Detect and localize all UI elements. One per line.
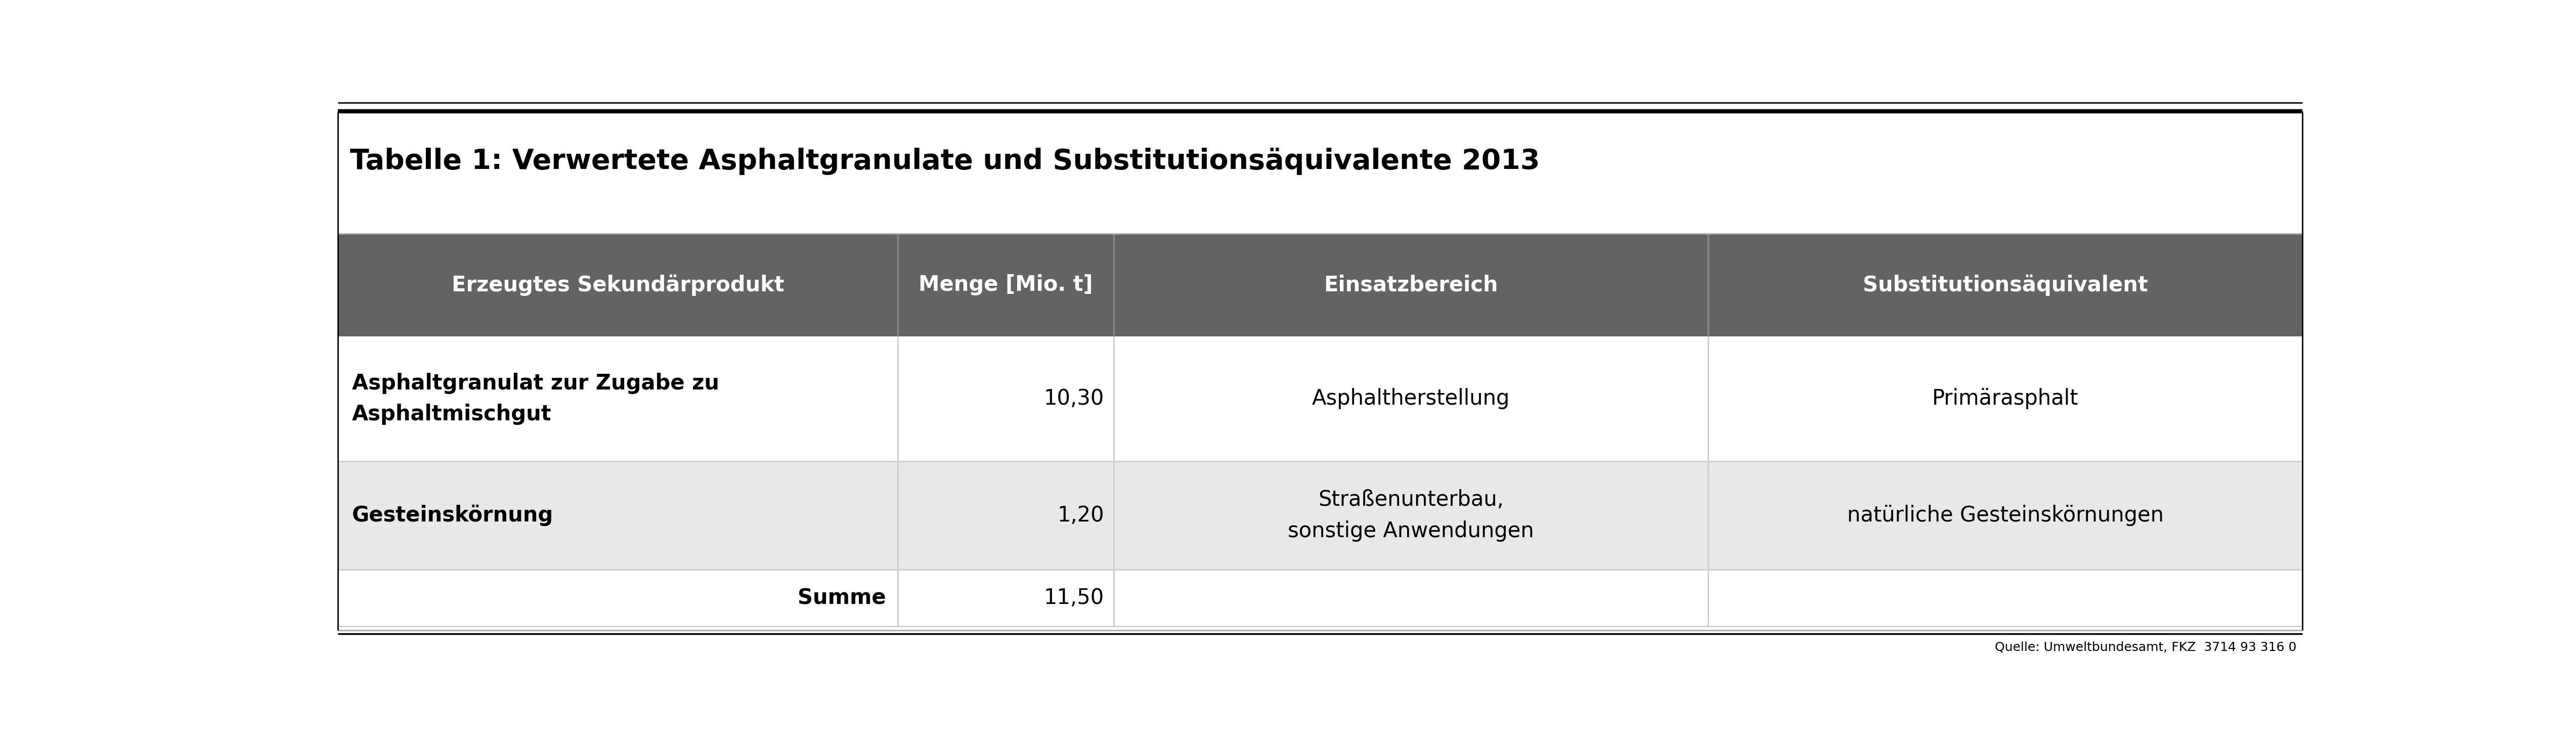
Text: Asphaltherstellung: Asphaltherstellung [1311,388,1510,409]
Text: Tabelle 1: Verwertete Asphaltgranulate und Substitutionsäquivalente 2013: Tabelle 1: Verwertete Asphaltgranulate u… [350,148,1540,175]
Bar [337,570,2303,627]
Text: Straßenunterbau,
sonstige Anwendungen: Straßenunterbau, sonstige Anwendungen [1288,489,1535,542]
Bar [337,115,2303,208]
Bar [337,234,2303,336]
Text: Substitutionsäquivalent: Substitutionsäquivalent [1862,274,2148,296]
Text: 11,50: 11,50 [1043,588,1105,609]
Text: Erzeugtes Sekundärprodukt: Erzeugtes Sekundärprodukt [451,274,783,296]
Bar [337,336,2303,461]
Text: Menge [Mio. t]: Menge [Mio. t] [920,274,1092,296]
Text: Asphaltgranulat zur Zugabe zu
Asphaltmischgut: Asphaltgranulat zur Zugabe zu Asphaltmis… [353,372,719,425]
Text: 10,30: 10,30 [1043,388,1105,409]
Text: 1,20: 1,20 [1056,505,1105,526]
Text: Quelle: Umweltbundesamt, FKZ  3714 93 316 0: Quelle: Umweltbundesamt, FKZ 3714 93 316… [1994,641,2295,653]
Bar [337,461,2303,570]
Bar [337,208,2303,225]
Text: Summe: Summe [799,588,886,609]
Text: natürliche Gesteinskörnungen: natürliche Gesteinskörnungen [1847,505,2164,526]
Text: Gesteinskörnung: Gesteinskörnung [353,505,554,526]
Text: Primärasphalt: Primärasphalt [1932,388,2079,409]
Text: Einsatzbereich: Einsatzbereich [1324,274,1499,296]
